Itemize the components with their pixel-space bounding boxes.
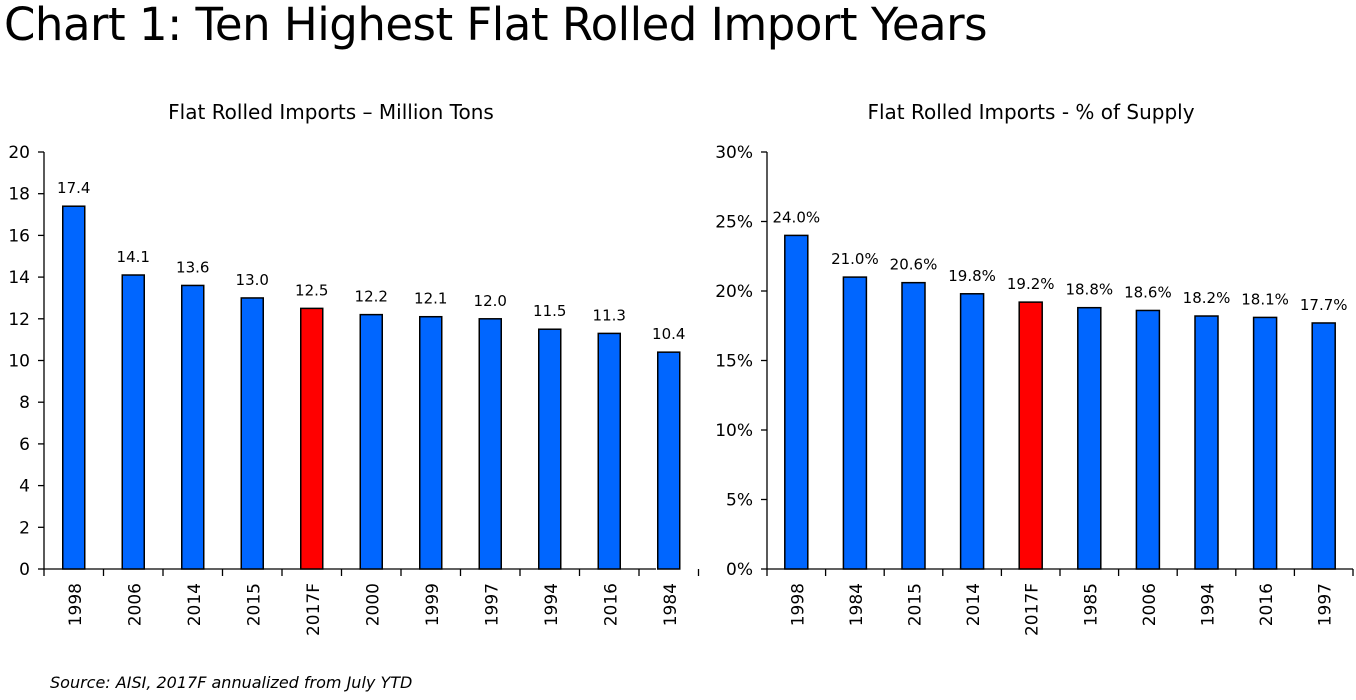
data-label: 17.4 <box>57 179 90 197</box>
bar-1998 <box>784 234 809 570</box>
data-label: 17.7% <box>1300 296 1348 314</box>
y-tick-label: 10 <box>8 352 30 372</box>
bar-2017F <box>300 307 324 570</box>
data-label: 12.1 <box>414 290 447 308</box>
category-label: 2014 <box>185 583 205 626</box>
bar-1994 <box>538 328 562 570</box>
bar-1994 <box>1194 315 1219 570</box>
y-tick-label: 2 <box>19 518 30 538</box>
data-label: 13.0 <box>236 271 269 289</box>
category-label: 2015 <box>244 583 264 626</box>
data-label: 19.2% <box>1007 275 1055 293</box>
category-label: 1997 <box>1316 583 1336 626</box>
bar-2000 <box>359 313 383 570</box>
data-label: 13.6 <box>176 258 209 276</box>
chart-title: Flat Rolled Imports - % of Supply <box>867 100 1194 124</box>
page-title: Chart 1: Ten Highest Flat Rolled Import … <box>4 0 988 51</box>
data-label: 18.8% <box>1065 281 1113 299</box>
category-label: 1984 <box>847 583 867 626</box>
category-label: 2017F <box>1023 583 1043 636</box>
chart-2: Flat Rolled Imports - % of Supply 0% 5% 10%… <box>715 100 1354 636</box>
category-label: 2016 <box>1257 583 1277 626</box>
category-label: 2017F <box>304 583 324 636</box>
y-tick-label: 0% <box>726 560 753 580</box>
category-label: 1997 <box>482 583 502 626</box>
category-label: 1985 <box>1081 583 1101 626</box>
category-label: 1998 <box>788 583 808 626</box>
y-tick-label: 16 <box>8 226 30 246</box>
bar-1999 <box>419 315 443 570</box>
data-label: 18.6% <box>1124 283 1172 301</box>
category-label: 2015 <box>906 583 926 626</box>
bar-1997 <box>1311 322 1336 570</box>
y-tick-label: 8 <box>19 393 30 413</box>
data-label: 18.2% <box>1183 289 1231 307</box>
y-tick-label: 0 <box>19 560 30 580</box>
bar-1985 <box>1077 306 1102 570</box>
bar-2015 <box>240 297 264 570</box>
data-label: 12.0 <box>474 292 507 310</box>
y-tick-label: 15% <box>715 352 753 372</box>
data-label: 10.4 <box>652 325 685 343</box>
bar-2006 <box>121 274 145 570</box>
bar-2016 <box>1252 316 1278 570</box>
category-label: 2016 <box>601 583 621 626</box>
data-label: 11.3 <box>593 306 626 324</box>
bar-2006 <box>1135 309 1161 570</box>
category-label: 2006 <box>1140 583 1160 626</box>
y-tick-label: 5% <box>726 491 753 511</box>
category-label: 1998 <box>66 583 86 626</box>
data-label: 24.0% <box>772 208 820 226</box>
data-label: 12.2 <box>355 288 388 306</box>
category-label: 2014 <box>964 583 984 626</box>
bar-2016 <box>597 332 621 570</box>
data-label: 18.1% <box>1241 290 1289 308</box>
y-tick-label: 14 <box>8 268 30 288</box>
category-label: 2000 <box>363 583 383 626</box>
y-tick-label: 25% <box>715 213 753 233</box>
bar-1984 <box>842 276 868 570</box>
category-label: 2006 <box>125 583 145 626</box>
data-label: 14.1 <box>117 248 150 266</box>
y-tick-label: 4 <box>19 477 30 497</box>
data-label: 11.5 <box>533 302 566 320</box>
data-label: 12.5 <box>295 281 328 299</box>
category-label: 1984 <box>661 583 681 626</box>
bar-1984 <box>657 351 681 570</box>
data-label: 19.8% <box>948 267 996 285</box>
y-tick-label: 10% <box>715 421 753 441</box>
category-label: 1999 <box>423 583 443 626</box>
y-tick-label: 20% <box>715 282 753 302</box>
y-tick-label: 12 <box>8 310 30 330</box>
bar-1998 <box>62 205 86 570</box>
bar-1997 <box>478 318 502 570</box>
y-tick-label: 20 <box>8 143 30 163</box>
y-tick-label: 18 <box>8 185 30 205</box>
bar-2017F <box>1018 301 1043 570</box>
data-label: 21.0% <box>831 250 879 268</box>
category-label: 1994 <box>1199 583 1219 626</box>
source-note: Source: AISI, 2017F annualized from July… <box>50 673 413 692</box>
bar-2014 <box>959 293 985 570</box>
category-label: 1994 <box>542 583 562 626</box>
y-tick-label: 30% <box>715 143 753 163</box>
data-label: 20.6% <box>890 256 938 274</box>
chart-title: Flat Rolled Imports – Million Tons <box>168 100 494 124</box>
bar-2014 <box>181 284 205 570</box>
chart-1: Flat Rolled Imports – Million Tons 0 2 4 6 8 1… <box>8 100 700 636</box>
bar-2015 <box>901 281 926 570</box>
y-tick-label: 6 <box>19 435 30 455</box>
